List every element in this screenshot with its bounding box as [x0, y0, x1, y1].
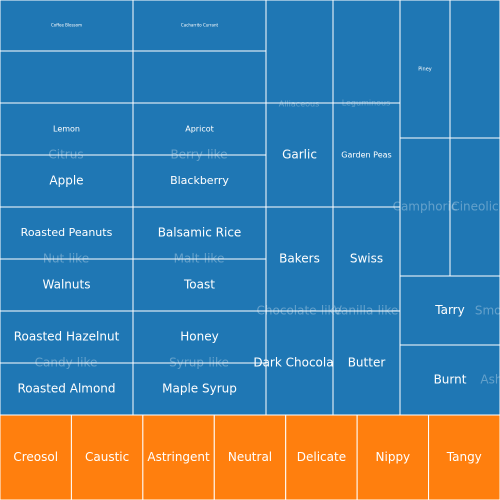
treemap-label-coffee-blossom: Coffee Blossom [51, 23, 82, 28]
treemap-tile-nippy[interactable] [356, 414, 430, 500]
treemap-tile-[interactable] [449, 137, 500, 277]
treemap-group-label-chocolate-like: Chocolate-like [257, 304, 342, 318]
treemap-label-bakers: Bakers [279, 252, 320, 266]
treemap-group-label-camphoric: Camphoric [393, 200, 458, 214]
treemap-tile-roasted-peanuts[interactable] [0, 206, 134, 260]
treemap-label-apricot: Apricot [185, 125, 214, 134]
treemap-label-piney: Piney [418, 67, 432, 73]
treemap-tile-astringent[interactable] [142, 414, 215, 500]
treemap-label-walnuts: Walnuts [43, 278, 91, 292]
treemap-label-roasted-peanuts: Roasted Peanuts [21, 226, 113, 239]
treemap-label-delicate: Delicate [297, 450, 346, 464]
treemap-tile-maple-syrup[interactable] [132, 362, 267, 416]
treemap-group-label-vanilla-like: Vanilla-like [334, 304, 399, 318]
treemap-label-astringent: Astringent [147, 450, 210, 464]
treemap-group-label-malt-like: Malt-like [174, 252, 225, 266]
treemap-label-maple-syrup: Maple Syrup [162, 382, 237, 396]
treemap-tile-tarry[interactable] [399, 275, 500, 346]
treemap-label-nippy: Nippy [376, 450, 411, 464]
treemap-label-honey: Honey [180, 330, 218, 344]
treemap-label-dark-chocolate: Dark Chocolate [253, 356, 345, 370]
treemap-tile-tangy[interactable] [428, 414, 500, 500]
treemap-tile-[interactable] [332, 0, 401, 104]
treemap-tile-honey[interactable] [132, 310, 267, 364]
treemap-tile-bakers[interactable] [265, 206, 334, 312]
treemap-tile-apricot[interactable] [132, 102, 267, 156]
treemap-tile-walnuts[interactable] [0, 258, 134, 312]
treemap-label-tarry: Tarry [434, 303, 464, 317]
treemap-tile-blackberry[interactable] [132, 154, 267, 208]
treemap-label-tangy: Tangy [446, 450, 482, 464]
treemap-tile-lemon[interactable] [0, 102, 134, 156]
treemap-group-label-alliaceous: Alliaceous [279, 100, 320, 109]
treemap-tile-burnt[interactable] [399, 344, 500, 416]
treemap-label-blackberry: Blackberry [170, 174, 229, 187]
treemap-label-roasted-hazelnut: Roasted Hazelnut [14, 330, 120, 344]
treemap-label-roasted-almond: Roasted Almond [17, 382, 115, 396]
treemap-label-caustic: Caustic [85, 450, 129, 464]
treemap-group-label-candy-like: Candy-like [35, 356, 98, 370]
treemap-tile-creosol[interactable] [0, 414, 72, 500]
treemap-label-balsamic-rice: Balsamic Rice [158, 226, 242, 240]
treemap-tile-swiss[interactable] [332, 206, 401, 312]
treemap-label-toast: Toast [183, 278, 215, 292]
treemap-label-swiss: Swiss [350, 252, 383, 266]
treemap-label-creosol: Creosol [13, 450, 58, 464]
treemap-tile-[interactable] [265, 0, 334, 104]
treemap-tile-roasted-almond[interactable] [0, 362, 134, 416]
treemap-group-label-cineolic: Cineolic [451, 200, 498, 214]
treemap-group-label-smoky: Smoky [475, 304, 500, 318]
treemap-tile-balsamic-rice[interactable] [132, 206, 267, 260]
treemap-group-label-syrup-like: Syrup-like [169, 356, 229, 370]
treemap-group-label-leguminous: Leguminous [342, 99, 391, 108]
treemap-tile-garden-peas[interactable] [332, 102, 401, 208]
treemap-label-neutral: Neutral [228, 450, 272, 464]
treemap-label-garden-peas: Garden Peas [341, 151, 391, 160]
treemap-label-garlic: Garlic [282, 148, 317, 162]
treemap-group-label-berry-like: Berry-like [170, 148, 227, 162]
treemap-tile-caustic[interactable] [70, 414, 144, 500]
treemap-label-apple: Apple [49, 174, 83, 188]
treemap-tile-apple[interactable] [0, 154, 134, 208]
treemap-tile-garlic[interactable] [265, 102, 334, 208]
treemap-tile-cacharrito-currant[interactable] [132, 0, 267, 52]
treemap-group-label-ashy: Ashy [480, 373, 500, 387]
treemap-label-burnt: Burnt [434, 373, 467, 387]
treemap-label-butter: Butter [348, 356, 386, 370]
treemap-tile-[interactable] [132, 50, 267, 104]
treemap-tile-[interactable] [449, 0, 500, 139]
treemap-tile-[interactable] [0, 50, 134, 104]
treemap-label-lemon: Lemon [53, 125, 80, 134]
treemap-label-cacharrito-currant: Cacharrito Currant [181, 23, 219, 28]
treemap-tile-toast[interactable] [132, 258, 267, 312]
treemap-group-label-nut-like: Nut-like [43, 252, 89, 266]
treemap-group-label-citrus: Citrus [48, 148, 83, 162]
treemap-tile-dark-chocolate[interactable] [265, 310, 334, 416]
